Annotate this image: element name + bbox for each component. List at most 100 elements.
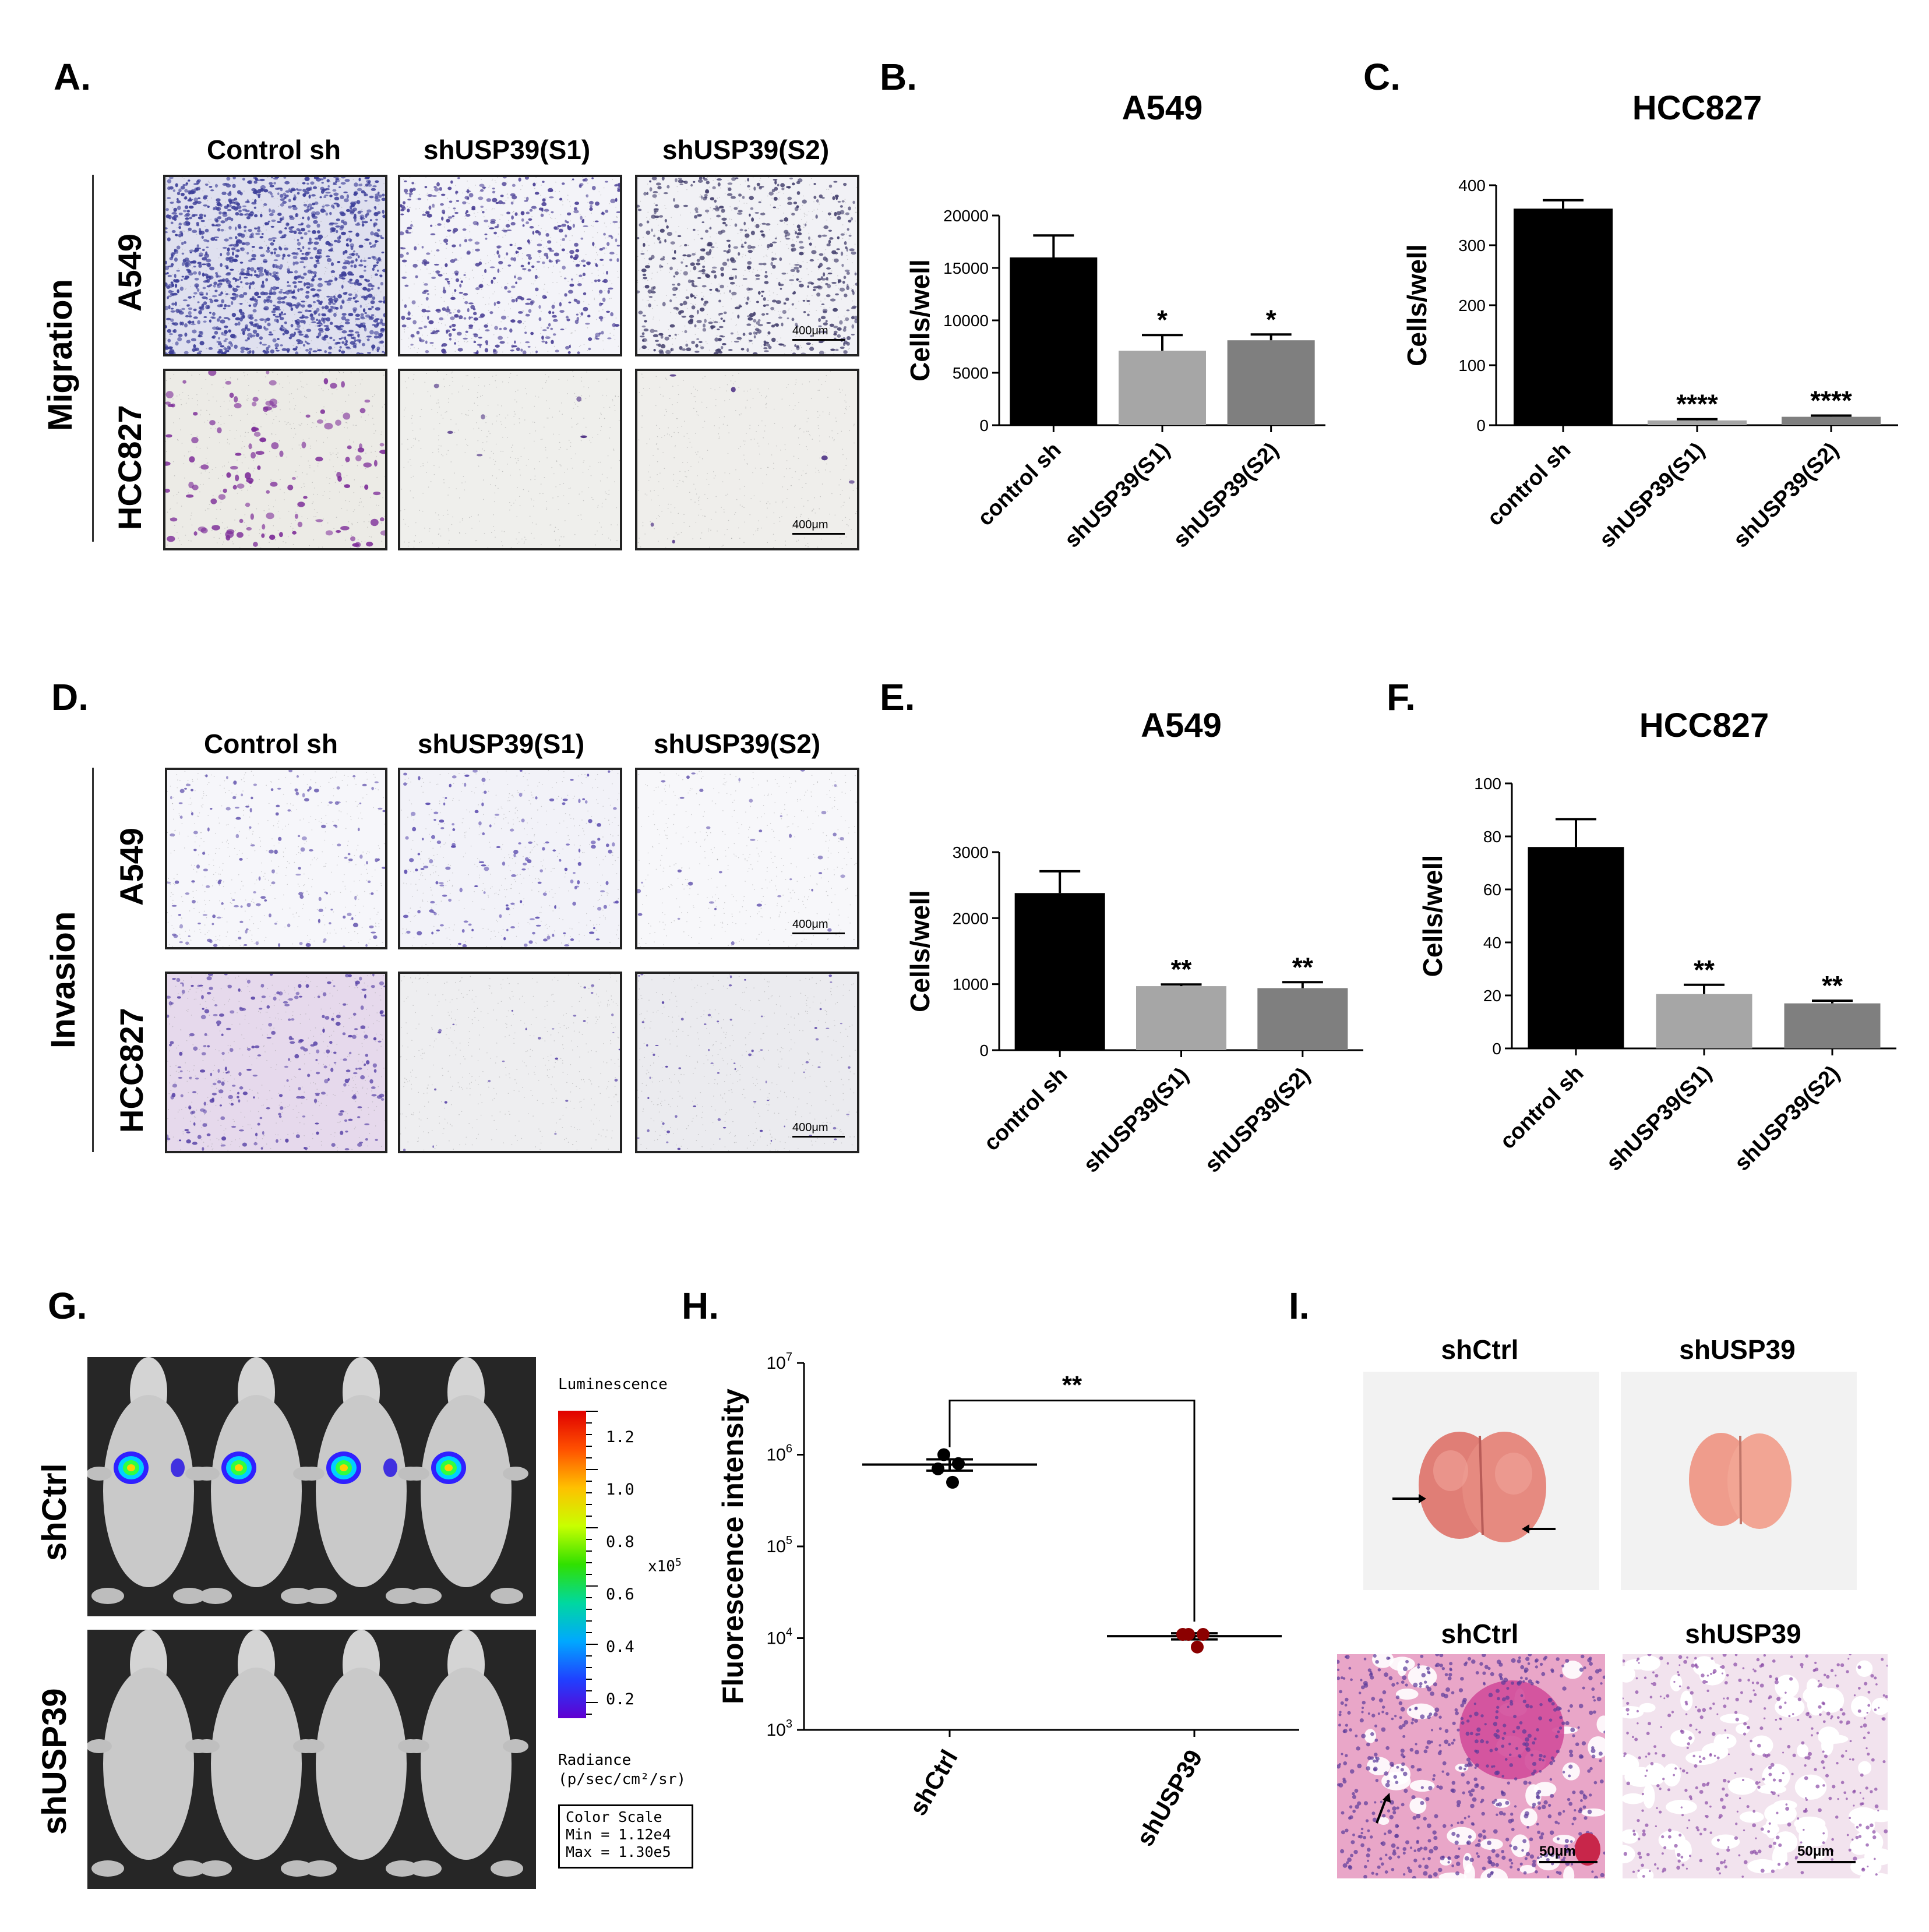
cell <box>167 179 172 183</box>
cell <box>682 254 687 257</box>
cell <box>679 796 685 799</box>
cell <box>379 274 383 278</box>
cell <box>259 1117 263 1119</box>
cell <box>796 191 800 195</box>
cell <box>174 217 177 221</box>
colorbar-unit: x105 <box>648 1556 682 1576</box>
cell <box>611 842 615 847</box>
cell <box>746 315 752 317</box>
cell <box>265 350 270 354</box>
cell <box>696 338 700 340</box>
cell <box>750 207 754 210</box>
cell <box>753 186 756 191</box>
cell <box>472 770 478 773</box>
cell <box>198 216 203 220</box>
cell <box>445 308 451 313</box>
cell <box>230 1103 234 1106</box>
cell <box>298 984 302 988</box>
cell <box>298 231 302 235</box>
cell <box>691 340 695 344</box>
cell <box>218 337 220 340</box>
cell <box>244 225 247 229</box>
cell <box>325 204 330 207</box>
cell <box>787 317 789 320</box>
cell <box>320 208 326 213</box>
y-tick-label: 100 <box>1458 356 1486 375</box>
cell <box>418 776 421 780</box>
cell <box>272 338 277 342</box>
cell <box>180 185 185 190</box>
cell <box>243 292 248 296</box>
cell <box>248 180 253 185</box>
cell <box>203 316 207 318</box>
arrow-icon <box>1392 1494 1426 1503</box>
cell <box>580 216 583 220</box>
cell <box>232 485 237 490</box>
cell <box>167 338 171 342</box>
cell <box>295 991 300 995</box>
cell <box>435 270 440 274</box>
cell <box>218 494 226 500</box>
cell <box>177 1066 182 1069</box>
cell <box>708 1048 710 1051</box>
cell <box>731 277 734 279</box>
cell <box>220 1144 226 1147</box>
cell <box>277 787 281 790</box>
cell <box>327 243 333 247</box>
cell <box>653 235 656 237</box>
cell <box>277 192 280 196</box>
cell <box>594 202 600 206</box>
cell <box>274 923 277 925</box>
cell <box>781 188 785 190</box>
cell <box>173 210 177 213</box>
cell <box>213 1013 218 1016</box>
cell <box>225 535 231 541</box>
cell <box>597 906 602 911</box>
cell <box>298 995 303 998</box>
cell <box>457 177 460 179</box>
cell <box>333 239 338 243</box>
cell <box>542 892 547 896</box>
cell <box>259 1008 263 1010</box>
cell <box>230 1048 234 1052</box>
cell <box>653 348 656 352</box>
cell <box>708 901 714 904</box>
cell <box>191 880 195 883</box>
cell <box>802 299 806 302</box>
cell <box>382 351 385 353</box>
cell <box>651 228 653 232</box>
cell <box>436 249 440 252</box>
cell <box>252 329 258 334</box>
cell <box>189 1033 195 1037</box>
cell <box>524 200 528 202</box>
cell <box>335 825 338 828</box>
cell <box>312 350 318 352</box>
cell <box>179 815 183 819</box>
cell <box>379 517 385 521</box>
cell <box>231 1085 236 1087</box>
cell <box>851 316 855 320</box>
cell <box>334 801 339 805</box>
cell <box>365 1054 369 1057</box>
cell <box>322 1015 325 1019</box>
cell <box>192 1091 196 1093</box>
cell <box>294 788 298 792</box>
cell <box>541 340 545 343</box>
cell <box>261 533 265 538</box>
cell <box>492 349 498 354</box>
cell <box>764 271 767 274</box>
cell <box>168 333 174 335</box>
cell <box>714 337 719 342</box>
cell <box>646 192 649 195</box>
cell <box>302 182 306 185</box>
cell <box>705 229 709 233</box>
cell <box>303 282 306 287</box>
cell <box>358 1067 362 1070</box>
cell <box>193 1046 198 1051</box>
cell <box>260 254 265 257</box>
cell <box>429 859 433 864</box>
cell <box>568 301 572 303</box>
cell <box>770 262 773 266</box>
cell <box>833 330 838 334</box>
cell <box>208 371 217 376</box>
